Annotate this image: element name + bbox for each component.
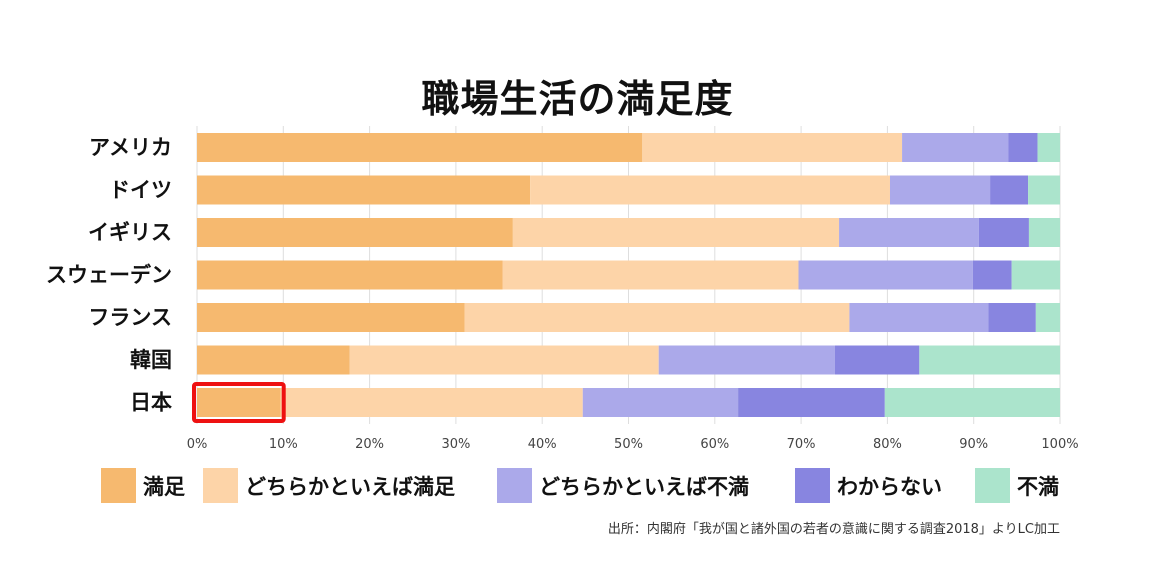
category-label: スウェーデン: [46, 263, 172, 287]
bar-segment: [197, 303, 465, 332]
category-label: 韓国: [130, 348, 172, 372]
legend-label: 満足: [143, 475, 185, 499]
x-axis-tick-labels: 0% 10% 20% 30% 40% 50% 60% 70% 80% 90% 100%: [187, 437, 1079, 452]
bar-segment: [1008, 133, 1038, 162]
bar-segment: [978, 218, 1029, 247]
legend: 満足 どちらかといえば満足 どちらかといえば不満 わからない 不満: [101, 468, 1059, 503]
category-label: ドイツ: [109, 178, 172, 202]
bar-segment: [988, 303, 1036, 332]
bar-segment: [839, 218, 979, 247]
category-label: イギリス: [88, 221, 172, 245]
highlight: [192, 382, 286, 423]
x-tick-label: 100%: [1041, 437, 1078, 452]
bar-segment: [197, 133, 643, 162]
bar-segment: [349, 345, 659, 375]
x-tick-label: 10%: [269, 437, 298, 452]
bar-segment: [889, 175, 991, 205]
bar-segment: [197, 175, 531, 205]
bar-segment: [1037, 133, 1060, 162]
category-label: フランス: [88, 306, 172, 330]
bar-segment: [197, 388, 281, 417]
bar-segment: [642, 133, 903, 162]
legend-swatch: [975, 468, 1010, 503]
bar-segment: [658, 345, 835, 375]
x-tick-label: 30%: [441, 437, 470, 452]
x-tick-label: 60%: [700, 437, 729, 452]
bar-segment: [834, 345, 920, 375]
legend-swatch: [101, 468, 136, 503]
bars: [197, 133, 1060, 417]
bar-segment: [972, 260, 1012, 290]
category-label: 日本: [130, 391, 172, 415]
x-tick-label: 20%: [355, 437, 384, 452]
legend-swatch: [497, 468, 532, 503]
bar-segment: [884, 388, 1060, 417]
legend-label: どちらかといえば満足: [245, 475, 455, 499]
bar-segment: [280, 388, 583, 417]
bar-segment: [798, 260, 973, 290]
bar-segment: [919, 345, 1060, 375]
x-tick-label: 0%: [187, 437, 208, 452]
bar-segment: [990, 175, 1029, 205]
category-label: アメリカ: [89, 136, 172, 160]
bar-segment: [849, 303, 989, 332]
bar-segment: [512, 218, 840, 247]
bar-segment: [902, 133, 1009, 162]
highlight-box: [192, 382, 286, 423]
x-tick-label: 50%: [614, 437, 643, 452]
bar-segment: [1028, 175, 1060, 205]
x-tick-label: 80%: [873, 437, 902, 452]
bar-segment: [582, 388, 739, 417]
bar-segment: [502, 260, 799, 290]
bar-segment: [197, 260, 503, 290]
legend-label: どちらかといえば不満: [539, 475, 749, 499]
bar-segment: [197, 345, 350, 375]
bar-segment: [738, 388, 885, 417]
bar-segment: [464, 303, 850, 332]
x-tick-label: 90%: [959, 437, 988, 452]
bar-segment: [1011, 260, 1060, 290]
legend-swatch: [795, 468, 830, 503]
bar-segment: [530, 175, 890, 205]
legend-label: 不満: [1017, 475, 1059, 499]
legend-label: わからない: [837, 475, 942, 499]
chart-title: 職場生活の満足度: [421, 77, 734, 121]
bar-segment: [1035, 303, 1060, 332]
bar-segment: [1028, 218, 1060, 247]
bar-segment: [197, 218, 513, 247]
x-tick-label: 40%: [528, 437, 557, 452]
x-tick-label: 70%: [787, 437, 816, 452]
source-note: 出所：内閣府「我が国と諸外国の若者の意識に関する調査2018」よりLC加工: [607, 522, 1060, 537]
legend-swatch: [203, 468, 238, 503]
